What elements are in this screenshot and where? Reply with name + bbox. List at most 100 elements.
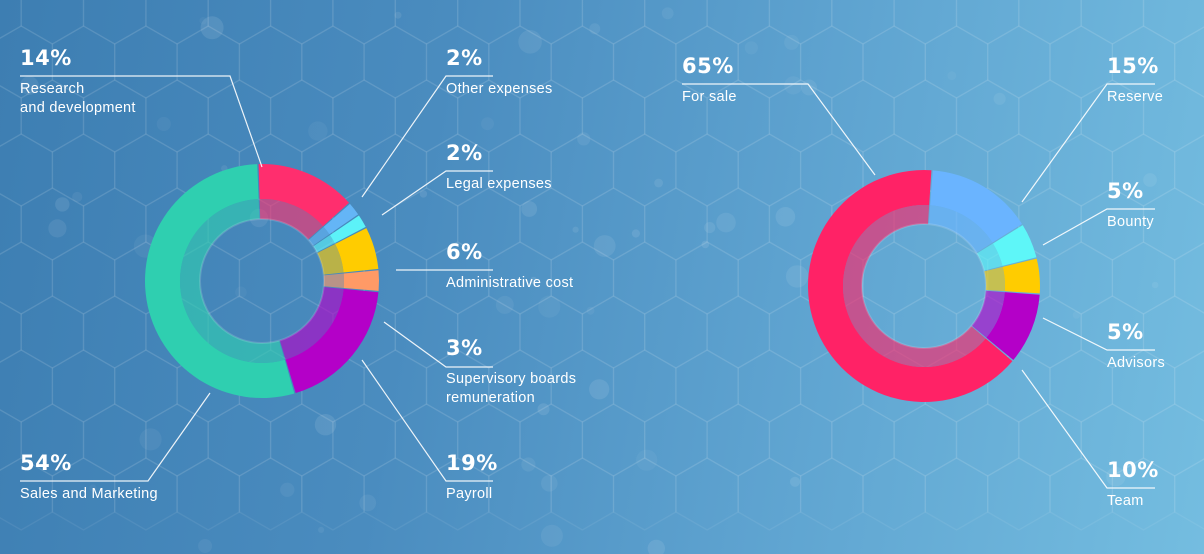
value-label-supervisory-boards: 3%: [446, 336, 483, 360]
background-hexagon: [394, 0, 459, 45]
background-molecule-dot: [586, 306, 595, 315]
background-molecule-dot: [235, 286, 247, 299]
background-hexagon: [457, 295, 521, 369]
donut-inner-ring-reserve: [928, 205, 993, 253]
background-hexagon: [363, 349, 428, 423]
background-hexagon: [20, 79, 85, 153]
background-hexagon: [737, 349, 802, 423]
background-hexagon: [488, 133, 552, 207]
donut-slice-forsale: [807, 170, 1013, 403]
background-hexagon: [0, 457, 54, 531]
background-molecule-dot: [704, 222, 716, 234]
background-hexagon: [1018, 79, 1082, 153]
background-hexagon: [113, 349, 178, 423]
background-hexagon: [706, 0, 771, 45]
background-hexagon: [82, 79, 147, 153]
leader-line-legal: [381, 170, 493, 216]
background-hexagon: [581, 295, 646, 369]
background-hexagon: [238, 25, 303, 99]
background-hexagon: [831, 79, 895, 153]
background-hexagon: [987, 457, 1051, 531]
background-molecule-dot: [636, 449, 658, 471]
value-label-other-expenses: 2%: [446, 46, 483, 70]
leader-line-advisors: [1042, 317, 1155, 351]
background-hexagon: [145, 79, 209, 153]
background-molecule-dot: [589, 379, 610, 400]
background-hexagon: [82, 0, 147, 45]
background-hexagon: [51, 349, 116, 423]
donut-inner-ring-other: [308, 226, 330, 246]
background-molecule-dot: [1106, 467, 1126, 487]
background-hexagon: [457, 187, 521, 261]
background-molecule-dot: [789, 476, 801, 487]
background-hexagon: [488, 457, 552, 531]
background-hexagon: [737, 457, 802, 531]
background-molecule-dot: [947, 71, 957, 81]
background-hexagon: [51, 457, 116, 531]
background-hexagon: [1142, 79, 1204, 153]
category-label-sales-marketing: Sales and Marketing: [20, 486, 158, 502]
background-hexagon: [1173, 26, 1204, 98]
background-molecule-dot: [198, 539, 213, 553]
background-hexagon: [0, 25, 54, 99]
donut-slice-other: [323, 203, 359, 235]
label-other-expenses: 2% Other expenses: [446, 46, 553, 99]
background-hexagon: [145, 403, 209, 477]
background-hexagon: [1049, 133, 1114, 207]
background-hexagon: [644, 0, 708, 45]
background-molecule-dot: [631, 229, 641, 238]
background-molecule-dot: [20, 76, 39, 95]
background-hexagon: [581, 79, 646, 153]
leader-line-payroll: [361, 359, 493, 482]
background-hexagon: [550, 241, 615, 315]
background-molecule-dot: [318, 526, 325, 534]
background-hexagon: [207, 79, 272, 153]
background-hexagon: [113, 457, 178, 531]
background-hexagon: [644, 403, 708, 477]
background-hexagon: [924, 457, 989, 531]
background-hexagon: [1049, 349, 1114, 423]
background-hexagon: [20, 187, 85, 261]
background-hexagon: [425, 241, 490, 315]
label-team: 10% Team: [1107, 458, 1159, 511]
background-hexagon: [550, 25, 615, 99]
background-hexagon: [893, 79, 958, 153]
value-label-sales-marketing: 54%: [20, 451, 72, 475]
donut-inner-ring-team: [971, 290, 1005, 338]
label-payroll: 19% Payroll: [446, 451, 498, 504]
background-hexagon: [176, 457, 241, 531]
donut-slice-team: [986, 292, 1040, 361]
background-hexagon: [706, 403, 771, 477]
background-hexagon: [737, 25, 802, 99]
donut-chart-distribution: [807, 170, 1040, 403]
category-label-advisors: Advisors: [1107, 355, 1165, 371]
leader-line-for-sale: [682, 83, 876, 176]
donut-inner-ring-sales: [179, 199, 285, 364]
label-reserve: 15% Reserve: [1107, 54, 1163, 107]
background-hexagon: [394, 403, 459, 477]
donut-inner-ring-payroll: [279, 286, 344, 360]
background-hexagon: [581, 0, 646, 45]
background-hexagon: [519, 0, 584, 45]
background-hexagon: [1018, 403, 1082, 477]
background-hexagon: [893, 403, 958, 477]
background-hexagon: [644, 79, 708, 153]
background-hexagon: [82, 187, 147, 261]
background-molecule-dot: [55, 197, 70, 212]
background-hexagon: [644, 187, 708, 261]
background-hexagon: [706, 295, 771, 369]
background-molecule-dot: [785, 265, 809, 288]
background-hexagon: [238, 457, 303, 531]
value-label-bounty: 5%: [1107, 179, 1144, 203]
background-hexagon: [862, 25, 926, 99]
background-hexagon: [612, 241, 677, 315]
background-molecule-dot: [1143, 173, 1157, 187]
background-hexagon: [51, 25, 116, 99]
background-hexagon: [1111, 133, 1176, 207]
background-hexagon: [394, 295, 459, 369]
background-molecule-dot: [200, 16, 224, 40]
value-label-team: 10%: [1107, 458, 1159, 482]
background-hexagon: [20, 0, 85, 45]
background-molecule-dot: [394, 11, 402, 19]
background-molecule-dot: [661, 7, 674, 20]
